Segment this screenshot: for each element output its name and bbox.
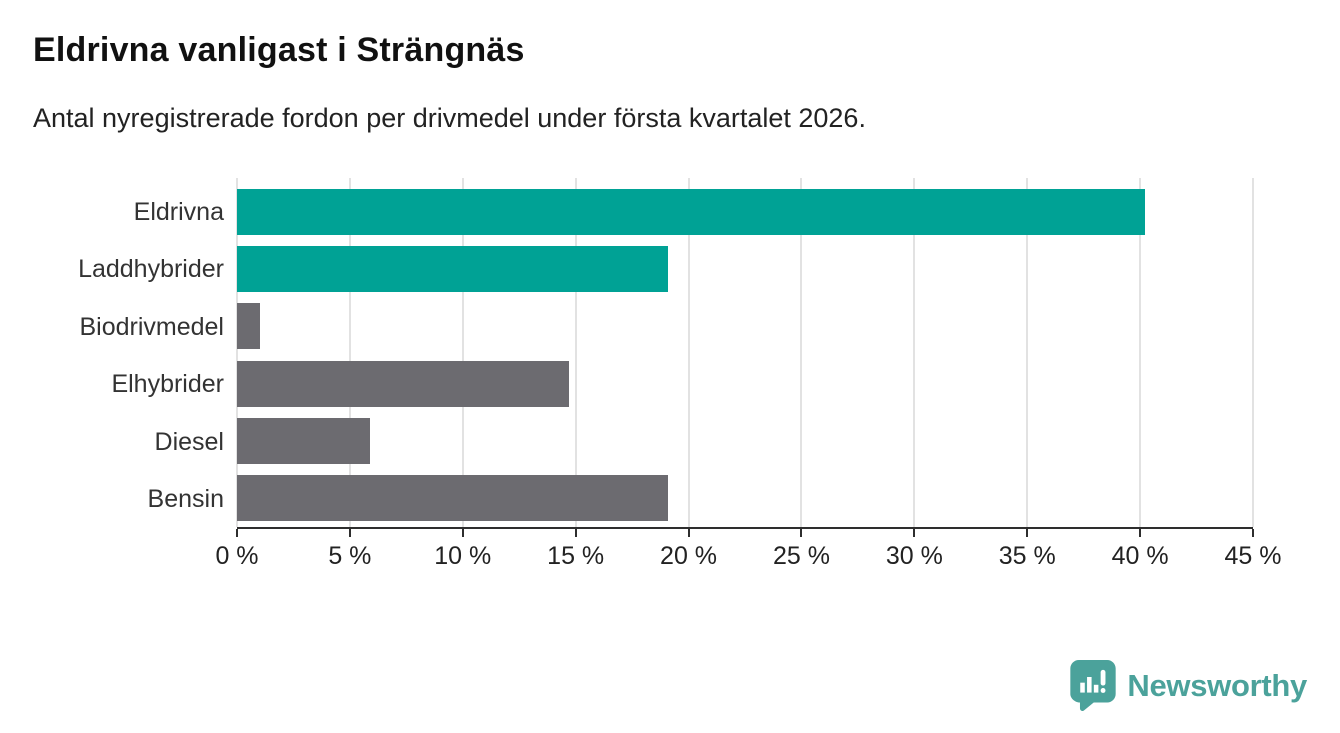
bar-row	[237, 469, 1253, 526]
x-axis: 0 % 5 % 10 % 15 % 20 % 25 % 30 % 35 % 40 % 45 %	[215, 528, 1281, 575]
plot-area	[236, 177, 1254, 529]
axis-tick-mark	[913, 528, 916, 537]
bar-chart: Eldrivna Laddhybrider Biodrivmedel Elhybrid…	[0, 177, 1340, 575]
category-label: Biodrivmedel	[79, 312, 224, 341]
bar-row	[237, 412, 1253, 469]
axis-tick-label: 10 %	[434, 541, 492, 570]
axis-tick-label: 5 %	[328, 541, 372, 570]
bar-row	[237, 184, 1253, 241]
newsworthy-logo: Newsworthy	[1070, 660, 1307, 711]
bar-biodrivmedel	[237, 303, 260, 350]
gridline	[913, 177, 916, 527]
plot-column: 0 % 5 % 10 % 15 % 20 % 25 % 30 % 35 % 40 % 45 %	[215, 177, 1281, 575]
axis-tick-label: 40 %	[1111, 541, 1169, 570]
bar-eldrivna	[237, 189, 1145, 236]
gridline	[687, 177, 690, 527]
axis-tick-mark	[236, 528, 238, 537]
axis-tick-mark	[1252, 528, 1254, 537]
axis-tick-mark	[348, 528, 351, 537]
bar-bensin	[237, 474, 669, 521]
newsworthy-speech-bubble-bar-chart-icon	[1070, 660, 1117, 711]
newsworthy-logo-text: Newsworthy	[1127, 667, 1307, 703]
bar-laddhybrider	[237, 246, 669, 293]
axis-tick-mark	[687, 528, 690, 537]
axis-tick-mark	[1026, 528, 1029, 537]
axis-tick-mark	[574, 528, 577, 537]
gridline	[574, 177, 577, 527]
bar-diesel	[237, 417, 371, 464]
bar-row	[237, 241, 1253, 298]
axis-tick-label: 30 %	[885, 541, 943, 570]
chart-title: Eldrivna vanligast i Strängnäs	[33, 31, 525, 69]
category-label: Diesel	[154, 427, 224, 456]
axis-tick-label: 0 %	[215, 541, 259, 570]
gridline	[1252, 177, 1254, 527]
chart-header: Eldrivna vanligast i Strängnäs Antal nyr…	[0, 0, 1340, 136]
category-label: Bensin	[147, 485, 224, 514]
category-label: Eldrivna	[133, 197, 224, 226]
axis-tick-label: 15 %	[547, 541, 605, 570]
category-label: Laddhybrider	[78, 255, 224, 284]
gridline	[461, 177, 464, 527]
axis-tick-label: 45 %	[1224, 541, 1282, 570]
bars-layer	[237, 184, 1253, 527]
bar-row	[237, 355, 1253, 412]
gridline	[1139, 177, 1142, 527]
bar-row	[237, 298, 1253, 355]
axis-tick-label: 35 %	[998, 541, 1056, 570]
axis-tick-mark	[1139, 528, 1142, 537]
gridline	[348, 177, 351, 527]
bar-elhybrider	[237, 360, 569, 407]
category-axis-labels: Eldrivna Laddhybrider Biodrivmedel Elhybrid…	[33, 178, 237, 575]
axis-tick-mark	[461, 528, 464, 537]
gridline	[1026, 177, 1029, 527]
gridline	[800, 177, 803, 527]
gridline	[236, 177, 238, 527]
axis-tick-label: 20 %	[660, 541, 718, 570]
axis-tick-label: 25 %	[772, 541, 830, 570]
axis-tick-mark	[800, 528, 803, 537]
category-label: Elhybrider	[111, 370, 224, 399]
chart-subtitle: Antal nyregistrerade fordon per drivmede…	[33, 102, 866, 133]
